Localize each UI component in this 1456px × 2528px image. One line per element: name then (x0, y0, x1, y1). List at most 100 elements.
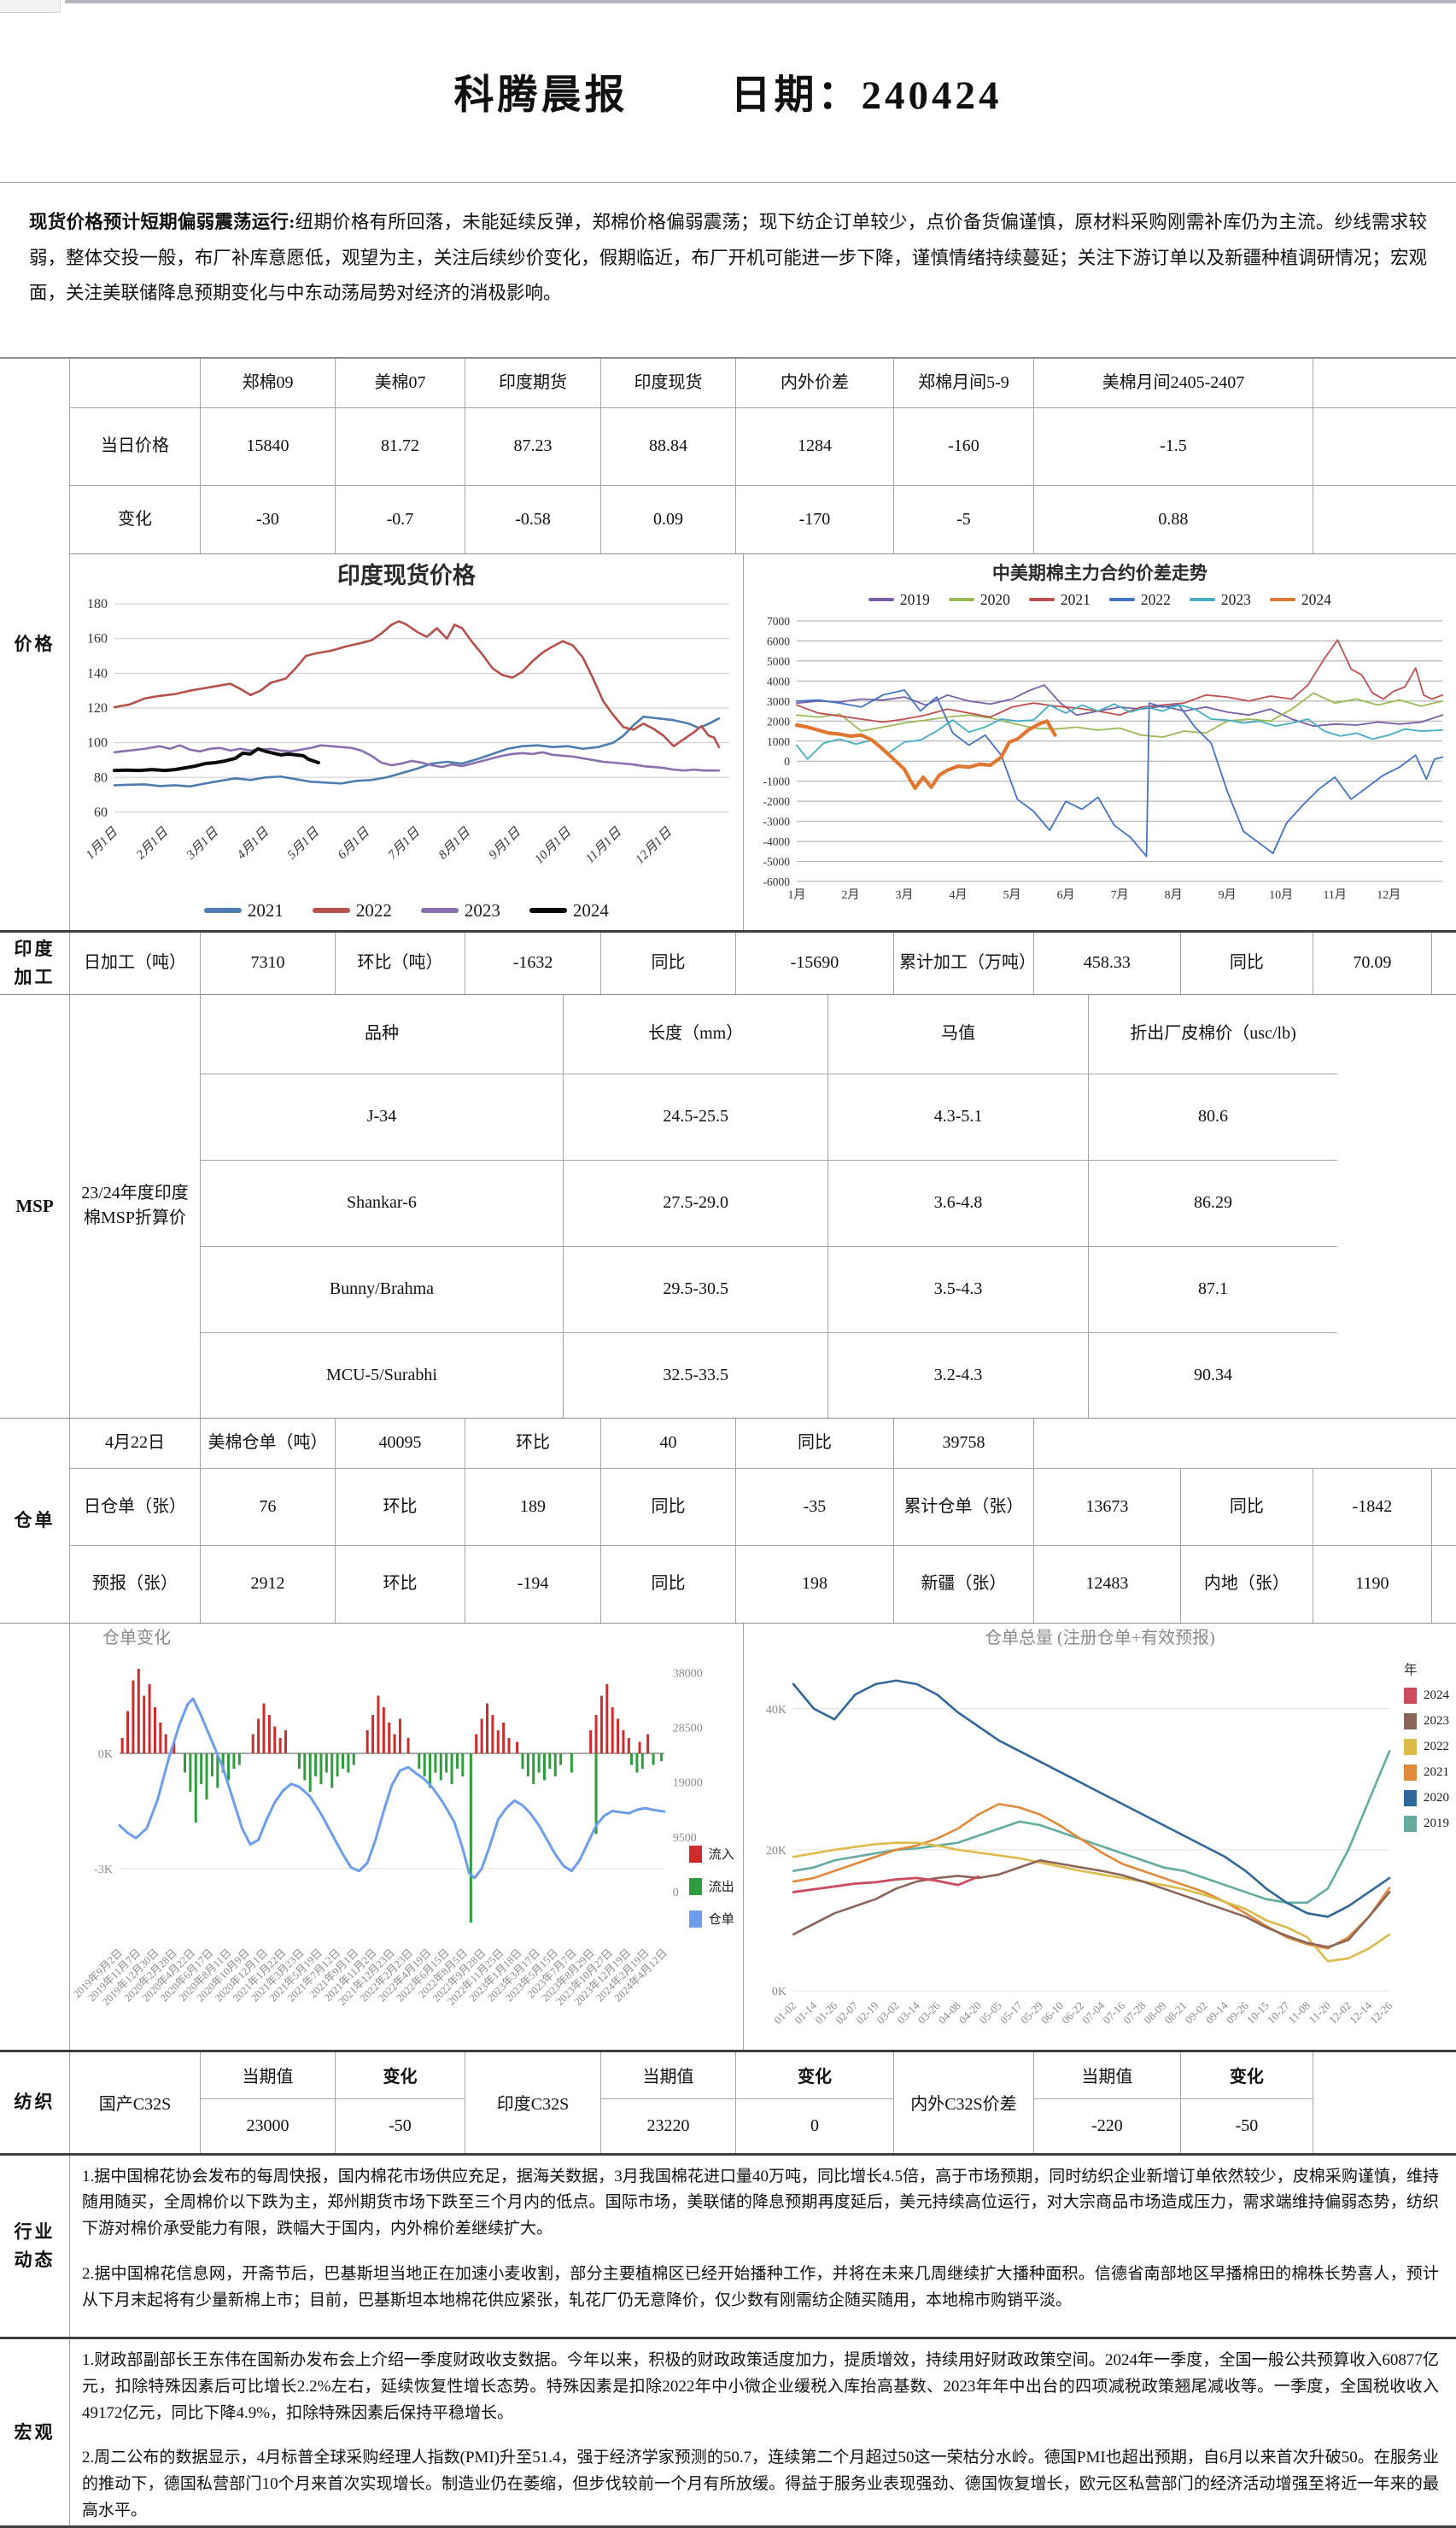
change-value: 0.88 (1034, 485, 1313, 553)
msp-row: Shankar-6 27.5-29.0 3.6-4.8 86.29 (201, 1160, 1456, 1247)
price-charts-row: 印度现货价格 60 80 100 120 140 160 180 1月1日 2月1日 3月1日 4月… (70, 553, 1456, 930)
warehouse-row-daily: 日仓单（张） 76 环比 189 同比 -35 累计仓单（张） 13673 同比… (70, 1469, 1456, 1546)
svg-text:100: 100 (87, 736, 108, 751)
change-value: -30 (201, 485, 336, 553)
section-label-processing: 印度加工 (0, 933, 70, 994)
price-empty (1313, 408, 1456, 486)
macro-paragraph: 1.财政部副部长王东伟在国新办发布会上介绍一季度财政收支数据。今年以来，积极的财… (82, 2351, 1439, 2422)
msp-sub-label: 23/24年度印度棉MSP折算价 (70, 994, 202, 1418)
change-value: -170 (736, 485, 894, 553)
wh-value: 198 (736, 1545, 894, 1623)
msp-col-header: 长度（mm） (563, 994, 829, 1074)
wh-value: 76 (201, 1469, 336, 1546)
textile-change: 0 (810, 2115, 819, 2135)
msp-length: 29.5-30.5 (563, 1246, 829, 1333)
msp-section: MSP 23/24年度印度棉MSP折算价 品种 长度（mm） 马值 折出厂皮棉价… (0, 993, 1456, 1418)
msp-col-header: 品种 (201, 994, 564, 1074)
report-title: 科腾晨报 (453, 73, 629, 119)
section-label-industry: 行业动态 (0, 2155, 70, 2337)
proc-label: 累计加工（万吨） (894, 933, 1036, 994)
svg-text:0K: 0K (98, 1748, 113, 1761)
wh-label: 日仓单（张） (70, 1469, 202, 1546)
textile-change: -50 (1235, 2115, 1259, 2135)
svg-text:05-17: 05-17 (997, 1998, 1025, 2026)
svg-text:4月1日: 4月1日 (235, 825, 272, 863)
wh-value: -194 (465, 1545, 602, 1623)
svg-text:05-29: 05-29 (1018, 1998, 1045, 2026)
macro-section: 宏观 1.财政部副部长王东伟在国新办发布会上介绍一季度财政收支数据。今年以来，积… (0, 2337, 1456, 2525)
svg-text:9500: 9500 (673, 1831, 697, 1844)
svg-text:19000: 19000 (673, 1776, 703, 1789)
price-empty (1313, 486, 1456, 553)
msp-col-header: 折出厂皮棉价（usc/lb) (1088, 995, 1338, 1074)
msp-length: 24.5-25.5 (563, 1074, 829, 1161)
svg-text:7月: 7月 (1110, 888, 1128, 902)
wh-value: -35 (735, 1469, 894, 1546)
svg-text:1000: 1000 (767, 735, 790, 748)
svg-text:09-26: 09-26 (1223, 1998, 1250, 2026)
svg-text:12月: 12月 (1377, 888, 1400, 902)
wh-value: 13673 (1033, 1469, 1181, 1546)
section-label-msp: MSP (0, 994, 70, 1418)
msp-variety: Shankar-6 (201, 1160, 564, 1247)
msp-length: 32.5-33.5 (564, 1332, 829, 1418)
chart-legend: 流入 流出 仓单 (688, 1845, 734, 1928)
wh-label: 同比 (735, 1418, 894, 1470)
proc-label: 日加工（吨） (70, 933, 202, 994)
change-value: -0.58 (465, 485, 602, 553)
svg-text:0K: 0K (772, 1986, 786, 1998)
wh-value: 12483 (1034, 1545, 1181, 1623)
wh-label: 美棉仓单（吨） (201, 1418, 336, 1470)
wh-label: 新疆（张） (894, 1545, 1034, 1623)
us-china-spread-chart: 7000 6000 5000 4000 3000 2000 1000 0 -1000 -2000 -… (763, 615, 1443, 902)
proc-empty (1432, 933, 1456, 994)
svg-text:2月: 2月 (841, 888, 859, 902)
wh-value: 40095 (335, 1418, 466, 1470)
svg-text:06-22: 06-22 (1059, 1998, 1086, 2026)
price-value: 88.84 (601, 407, 736, 486)
wh-label: 预报（张） (70, 1545, 202, 1623)
msp-header-row: 品种 长度（mm） 马值 折出厂皮棉价（usc/lb) (201, 994, 1456, 1074)
svg-text:2000: 2000 (767, 715, 790, 728)
svg-text:-3K: -3K (94, 1864, 113, 1876)
price-col-empty (1313, 359, 1456, 408)
textile-current: 23000 (246, 2115, 289, 2135)
price-col-blank (70, 359, 202, 408)
wh-empty (1033, 1419, 1456, 1470)
section-label-warehouse: 仓单 (0, 1418, 70, 1623)
chart-title: 印度现货价格 (336, 563, 476, 588)
svg-text:1月: 1月 (787, 888, 805, 902)
india-spot-price-chart: 60 80 100 120 140 160 180 1月1日 2月1日 3月1日 4月1日 5月1日 6… (84, 597, 729, 867)
svg-text:07-04: 07-04 (1079, 1998, 1107, 2026)
section-label-macro: 宏观 (0, 2339, 70, 2525)
price-col-header: 美棉月间2405-2407 (1033, 359, 1313, 408)
svg-text:0: 0 (784, 755, 790, 768)
wh-label: 环比 (336, 1545, 466, 1623)
svg-text:12-02: 12-02 (1326, 1998, 1354, 2026)
wh-value: 189 (465, 1469, 602, 1546)
warehouse-change-chart: 0K-3K380002850019000950002019年9月2日2019年1… (71, 1667, 703, 2007)
svg-text:08-21: 08-21 (1161, 1998, 1189, 2026)
msp-variety: MCU-5/Surabhi (201, 1332, 564, 1418)
textile-item-name: 国产C32S (98, 2095, 172, 2115)
chart-title: 仓单变化 (102, 1628, 171, 1647)
svg-text:28500: 28500 (673, 1722, 703, 1735)
warehouse-charts-section: 仓单变化 0K -3K 38000 28500 19000 9500 0 2019年9月2日 2… (0, 1622, 1456, 2050)
svg-text:07-28: 07-28 (1120, 1998, 1148, 2026)
svg-text:80: 80 (94, 770, 108, 785)
svg-text:6000: 6000 (767, 635, 790, 647)
change-header: 变化 (735, 2052, 893, 2100)
top-rule (65, 0, 1456, 3)
svg-text:01-02: 01-02 (771, 1998, 798, 2026)
svg-text:5月: 5月 (1003, 888, 1020, 902)
change-value: -5 (894, 485, 1034, 553)
row-label: 当日价格 (70, 407, 202, 486)
row-label: 变化 (70, 485, 202, 553)
proc-value: 458.33 (1034, 933, 1181, 994)
msp-variety: Bunny/Brahma (201, 1246, 564, 1333)
change-header: 变化 (335, 2052, 465, 2100)
svg-text:-3000: -3000 (763, 816, 790, 828)
svg-text:02-07: 02-07 (833, 1998, 860, 2026)
svg-text:-4000: -4000 (763, 835, 790, 848)
textile-current: -220 (1091, 2115, 1123, 2135)
